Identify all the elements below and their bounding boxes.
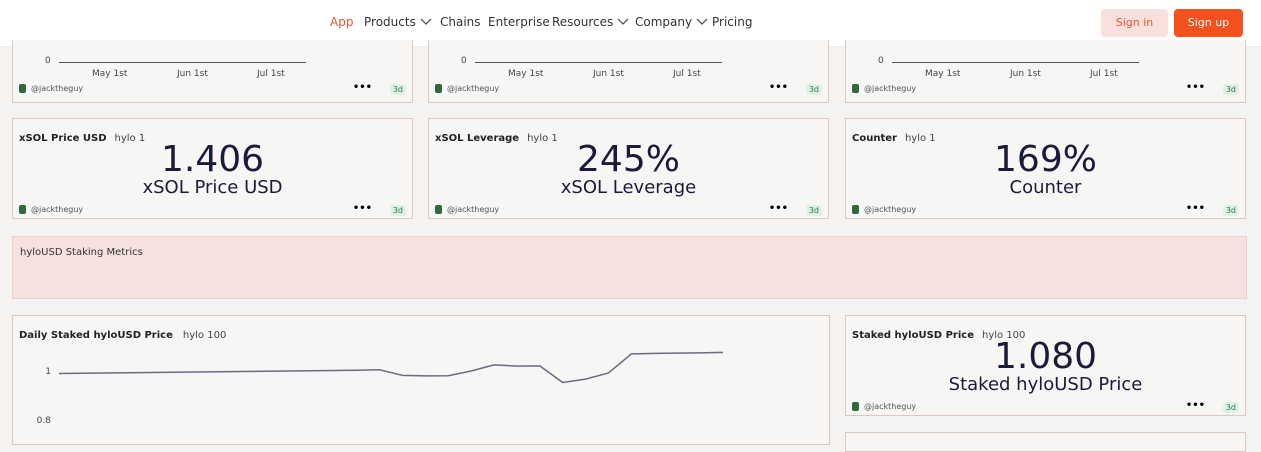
avatar bbox=[852, 205, 859, 214]
avatar bbox=[435, 84, 442, 93]
panel-title[interactable]: Counter bbox=[852, 133, 897, 144]
avatar bbox=[19, 205, 26, 214]
panel-header: xSOL Price USD hylo 1 bbox=[19, 126, 145, 145]
x-tick-label: May 1st bbox=[925, 69, 961, 79]
query-name[interactable]: hylo 1 bbox=[114, 133, 146, 144]
counter-value: 169% bbox=[994, 139, 1097, 180]
y-tick-label: 0.8 bbox=[37, 416, 52, 426]
x-tick-label: Jul 1st bbox=[257, 69, 285, 79]
counter-value: 1.080 bbox=[993, 336, 1098, 377]
section-title: hyloUSD Staking Metrics bbox=[20, 247, 143, 258]
nav-link[interactable]: Resources bbox=[552, 15, 629, 29]
nav-link[interactable]: Products bbox=[364, 15, 432, 29]
chart-panel: 0 May 1st Jun 1st Jul 1st @jacktheguy ••• 3d bbox=[428, 40, 829, 103]
age-badge: 3d bbox=[1222, 84, 1239, 95]
age-badge: 3d bbox=[805, 84, 822, 95]
age-badge: 3d bbox=[389, 84, 406, 95]
counter-panel: xSOL Price USD hylo 1 1.406 xSOL Price USD @… bbox=[12, 118, 413, 219]
chevron-path bbox=[617, 18, 629, 25]
y-tick-label: 0 bbox=[461, 56, 467, 66]
counter-panel: Staked hyloUSD Price hylo 100 1.080 Staked … bbox=[845, 315, 1246, 416]
line-series bbox=[58, 351, 724, 384]
x-tick-label: May 1st bbox=[508, 69, 544, 79]
panel-header: Daily Staked hyloUSD Price hylo 100 bbox=[19, 323, 226, 342]
chevron bbox=[420, 18, 432, 25]
author[interactable]: @jacktheguy bbox=[447, 84, 500, 93]
more-menu[interactable]: ••• bbox=[352, 82, 372, 93]
query-name[interactable]: hylo 100 bbox=[981, 330, 1026, 341]
chevron-path bbox=[420, 18, 432, 25]
more-menu[interactable]: ••• bbox=[768, 203, 788, 214]
author[interactable]: @jacktheguy bbox=[31, 205, 84, 214]
age-badge: 3d bbox=[389, 205, 406, 216]
more-menu[interactable]: ••• bbox=[352, 203, 372, 214]
more-menu[interactable]: ••• bbox=[1185, 400, 1205, 411]
chevron bbox=[696, 18, 708, 25]
counter-panel: xSOL Leverage hylo 1 245% xSOL Leverage @jac… bbox=[428, 118, 829, 219]
section-banner: hyloUSD Staking Metrics bbox=[12, 236, 1247, 299]
avatar bbox=[435, 205, 442, 214]
age-badge: 3d bbox=[805, 205, 822, 216]
chevron bbox=[617, 18, 629, 25]
axis-line bbox=[59, 62, 306, 63]
x-tick-label: Jun 1st bbox=[593, 69, 624, 79]
author[interactable]: @jacktheguy bbox=[864, 205, 917, 214]
counter-value: 245% bbox=[577, 139, 680, 180]
author[interactable]: @jacktheguy bbox=[864, 402, 917, 411]
line-chart: 0.81 bbox=[37, 351, 724, 426]
x-tick-label: May 1st bbox=[92, 69, 128, 79]
panel-header: Staked hyloUSD Price hylo 100 bbox=[852, 323, 1025, 342]
query-name[interactable]: hylo 1 bbox=[904, 133, 936, 144]
counter-label: Counter bbox=[1009, 177, 1082, 198]
author[interactable]: @jacktheguy bbox=[864, 84, 917, 93]
nav-link[interactable]: Chains bbox=[440, 15, 481, 29]
nav-link[interactable]: Pricing bbox=[712, 15, 753, 29]
y-tick-label: 0 bbox=[878, 56, 884, 66]
chart-panel: 0 May 1st Jun 1st Jul 1st @jacktheguy ••• 3d bbox=[12, 40, 413, 103]
query-name[interactable]: hylo 1 bbox=[527, 133, 558, 144]
avatar bbox=[19, 84, 26, 93]
age-badge: 3d bbox=[1222, 402, 1239, 413]
chart-panel: Daily Staked hyloUSD Price hylo 100 0.8 1 bbox=[12, 315, 830, 445]
x-tick-label: Jun 1st bbox=[1010, 69, 1041, 79]
axis-line bbox=[475, 62, 722, 63]
axis-line bbox=[892, 62, 1139, 63]
chevron-path bbox=[696, 18, 708, 25]
counter-label: Staked hyloUSD Price bbox=[948, 374, 1143, 395]
panel-header: Counter hylo 1 bbox=[852, 126, 936, 145]
query-name[interactable]: hylo 100 bbox=[182, 330, 227, 341]
nav-bar: App Products Chains Enterprise Resources Comp… bbox=[0, 0, 1261, 47]
nav-link[interactable]: Enterprise bbox=[488, 15, 550, 29]
sign-in-button[interactable]: Sign in bbox=[1101, 9, 1168, 37]
more-menu[interactable]: ••• bbox=[768, 82, 788, 93]
author[interactable]: @jacktheguy bbox=[447, 205, 500, 214]
sign-up-button[interactable]: Sign up bbox=[1174, 9, 1243, 37]
counter-value: 1.406 bbox=[160, 139, 265, 180]
nav-link[interactable]: App bbox=[330, 15, 354, 29]
more-menu[interactable]: ••• bbox=[1185, 203, 1205, 214]
next-panel bbox=[845, 432, 1246, 452]
y-tick-label: 0 bbox=[45, 56, 51, 66]
chart-title[interactable]: Daily Staked hyloUSD Price bbox=[19, 330, 173, 341]
counter-label: xSOL Leverage bbox=[560, 177, 697, 198]
panel-title[interactable]: xSOL Leverage bbox=[435, 133, 520, 144]
age-badge: 3d bbox=[1222, 205, 1239, 216]
nav-link[interactable]: Company bbox=[635, 15, 708, 29]
avatar bbox=[852, 84, 859, 93]
panel-title[interactable]: xSOL Price USD bbox=[19, 133, 107, 144]
author[interactable]: @jacktheguy bbox=[31, 84, 84, 93]
panel-title[interactable]: Staked hyloUSD Price bbox=[852, 330, 974, 341]
more-menu[interactable]: ••• bbox=[1185, 82, 1205, 93]
y-tick-label: 1 bbox=[45, 367, 51, 377]
chart-panel: 0 May 1st Jun 1st Jul 1st @jacktheguy ••• 3d bbox=[845, 40, 1246, 103]
counter-label: xSOL Price USD bbox=[142, 177, 283, 198]
x-tick-label: Jul 1st bbox=[673, 69, 701, 79]
x-tick-label: Jun 1st bbox=[177, 69, 208, 79]
avatar bbox=[852, 402, 859, 411]
x-tick-label: Jul 1st bbox=[1090, 69, 1118, 79]
panel-header: xSOL Leverage hylo 1 bbox=[435, 126, 558, 145]
counter-panel: Counter hylo 1 169% Counter @jacktheguy ••• 3d bbox=[845, 118, 1246, 219]
